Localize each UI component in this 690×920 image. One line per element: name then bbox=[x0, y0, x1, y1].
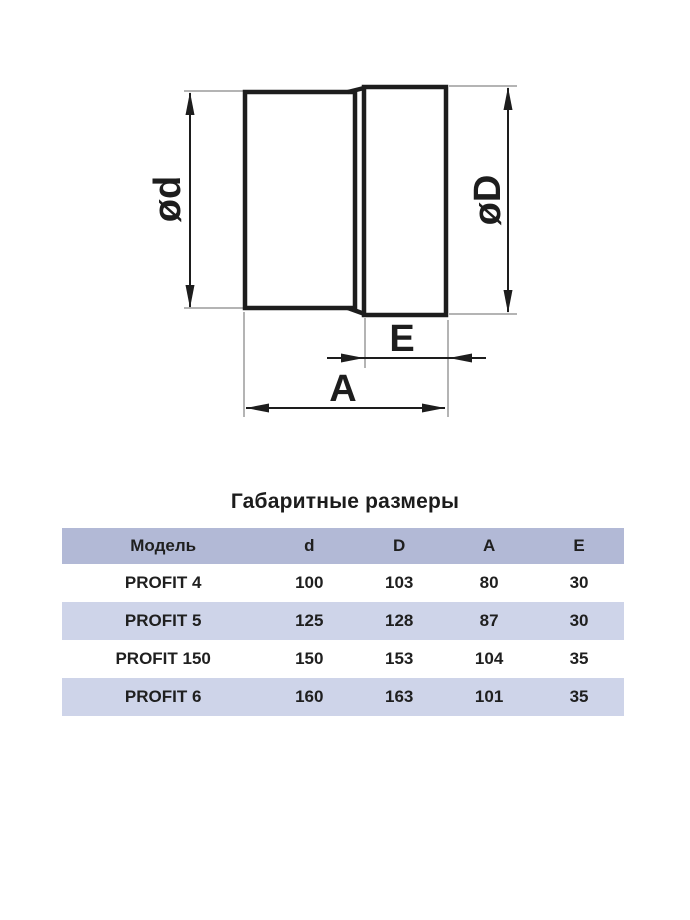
inner-diameter-label: ød bbox=[147, 176, 189, 222]
model-cell: PROFIT 4 bbox=[124, 573, 202, 592]
table-header-row: Модель d D A E bbox=[62, 528, 624, 564]
E-cell: 30 bbox=[569, 573, 589, 592]
table-row-profit-150: PROFIT 150 150 153 104 35 bbox=[62, 640, 624, 678]
table-row-profit-5: PROFIT 5 125 128 87 30 bbox=[62, 602, 624, 640]
arrow-a-right bbox=[422, 403, 445, 413]
column-header-d: d bbox=[304, 536, 315, 555]
arrowheads bbox=[185, 87, 513, 413]
arrow-e-left bbox=[341, 353, 364, 363]
D-cell: 128 bbox=[385, 611, 414, 630]
small-pipe-outline bbox=[242, 89, 358, 311]
d-cell: 160 bbox=[295, 687, 324, 706]
A-cell: 87 bbox=[479, 611, 499, 630]
total-length-label: A bbox=[329, 368, 356, 410]
E-cell: 35 bbox=[569, 687, 589, 706]
arrow-e-right bbox=[449, 353, 472, 363]
model-cell: PROFIT 6 bbox=[124, 687, 202, 706]
D-cell: 163 bbox=[385, 687, 414, 706]
column-header-E: E bbox=[573, 536, 585, 555]
coupler-body bbox=[242, 84, 449, 318]
model-cell: PROFIT 150 bbox=[115, 649, 211, 668]
socket-depth-label: E bbox=[389, 318, 414, 360]
column-header-A: A bbox=[482, 536, 496, 555]
E-cell: 35 bbox=[569, 649, 589, 668]
column-header-model: Модель bbox=[130, 536, 197, 555]
outer-diameter-label: øD bbox=[467, 175, 509, 226]
arrow-od-small-up bbox=[185, 92, 195, 115]
A-cell: 101 bbox=[474, 687, 504, 706]
d-cell: 100 bbox=[295, 573, 324, 592]
d-cell: 150 bbox=[295, 649, 324, 668]
column-header-D: D bbox=[393, 536, 406, 555]
table-row-profit-6: PROFIT 6 160 163 101 35 bbox=[62, 678, 624, 716]
arrow-od-small-down bbox=[185, 285, 195, 308]
E-cell: 30 bbox=[569, 611, 589, 630]
coupler-technical-drawing: ød øD E A bbox=[147, 84, 517, 417]
arrow-od-big-down bbox=[503, 290, 513, 313]
dimensions-table: Модель d D A E PROFIT 4 100 103 80 30 PR… bbox=[62, 528, 624, 716]
A-cell: 104 bbox=[474, 649, 504, 668]
dimension-drawing: ød øD E A bbox=[147, 84, 517, 417]
d-cell: 125 bbox=[295, 611, 324, 630]
A-cell: 80 bbox=[479, 573, 499, 592]
D-cell: 103 bbox=[385, 573, 414, 592]
D-cell: 153 bbox=[385, 649, 414, 668]
table-row-profit-4: PROFIT 4 100 103 80 30 bbox=[62, 564, 624, 602]
arrow-a-left bbox=[246, 403, 269, 413]
table-title: Габаритные размеры bbox=[230, 490, 460, 513]
arrow-od-big-up bbox=[503, 87, 513, 110]
extension-lines bbox=[184, 85, 517, 417]
socket-outline bbox=[361, 84, 449, 318]
model-cell: PROFIT 5 bbox=[124, 611, 202, 630]
